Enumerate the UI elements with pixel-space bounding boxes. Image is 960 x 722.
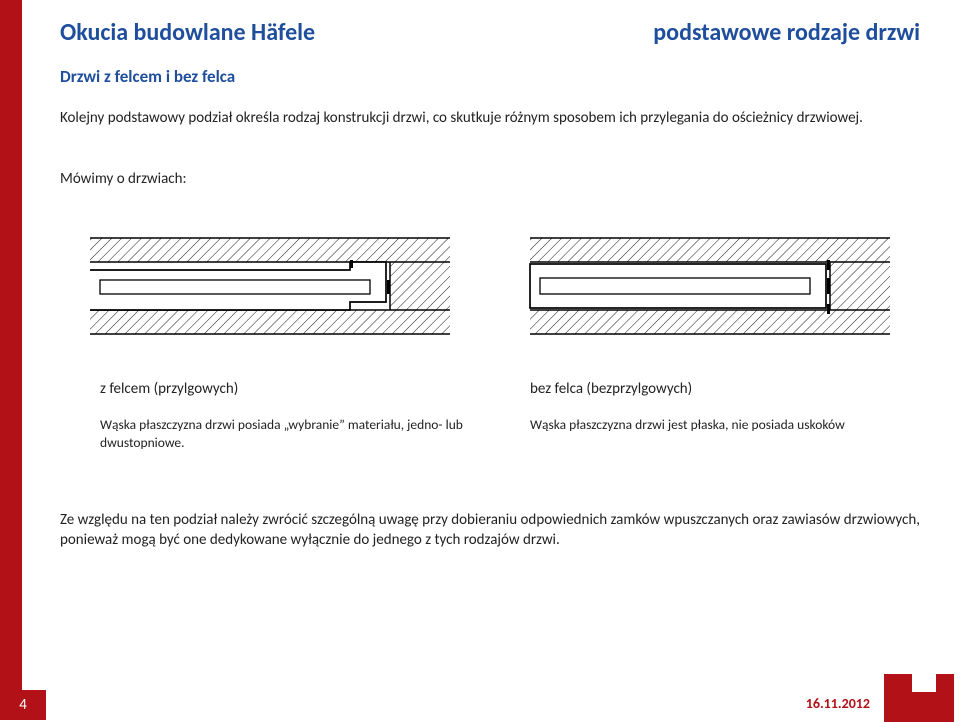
diagram-flush [520,220,900,355]
label-col-right: bez felca (bezprzylgowych) Wąska płaszcz… [530,380,900,452]
col-title-left: z felcem (przylgowych) [100,380,470,398]
slide-page: Okucia budowlane Häfele podstawowe rodza… [0,0,960,720]
brand-logo [884,674,954,722]
rebated-section-svg [80,220,460,350]
footer-date: 16.11.2012 [806,695,870,712]
flush-section-svg [520,220,900,350]
intro-text: Kolejny podstawowy podział określa rodza… [60,108,920,128]
header: Okucia budowlane Häfele podstawowe rodza… [60,18,920,47]
intro-paragraph: Kolejny podstawowy podział określa rodza… [60,108,920,136]
label-row: z felcem (przylgowych) Wąska płaszczyzna… [100,380,900,452]
header-left: Okucia budowlane Häfele [60,18,315,47]
diagram-rebated [80,220,460,355]
col-title-right: bez felca (bezprzylgowych) [530,380,900,398]
page-number: 4 [0,690,46,720]
label-col-left: z felcem (przylgowych) Wąska płaszczyzna… [100,380,470,452]
sidebar-accent [0,0,22,720]
col-note-right: Wąska płaszczyzna drzwi jest płaska, nie… [530,416,900,434]
col-note-left: Wąska płaszczyzna drzwi posiada „wybrani… [100,416,470,452]
lead-text: Mówimy o drzwiach: [60,170,187,188]
conclusion-text: Ze względu na ten podział należy zwrócić… [60,510,920,551]
subtitle: Drzwi z felcem i bez felca [60,66,235,87]
header-right: podstawowe rodzaje drzwi [653,18,920,47]
diagram-row [80,220,900,355]
